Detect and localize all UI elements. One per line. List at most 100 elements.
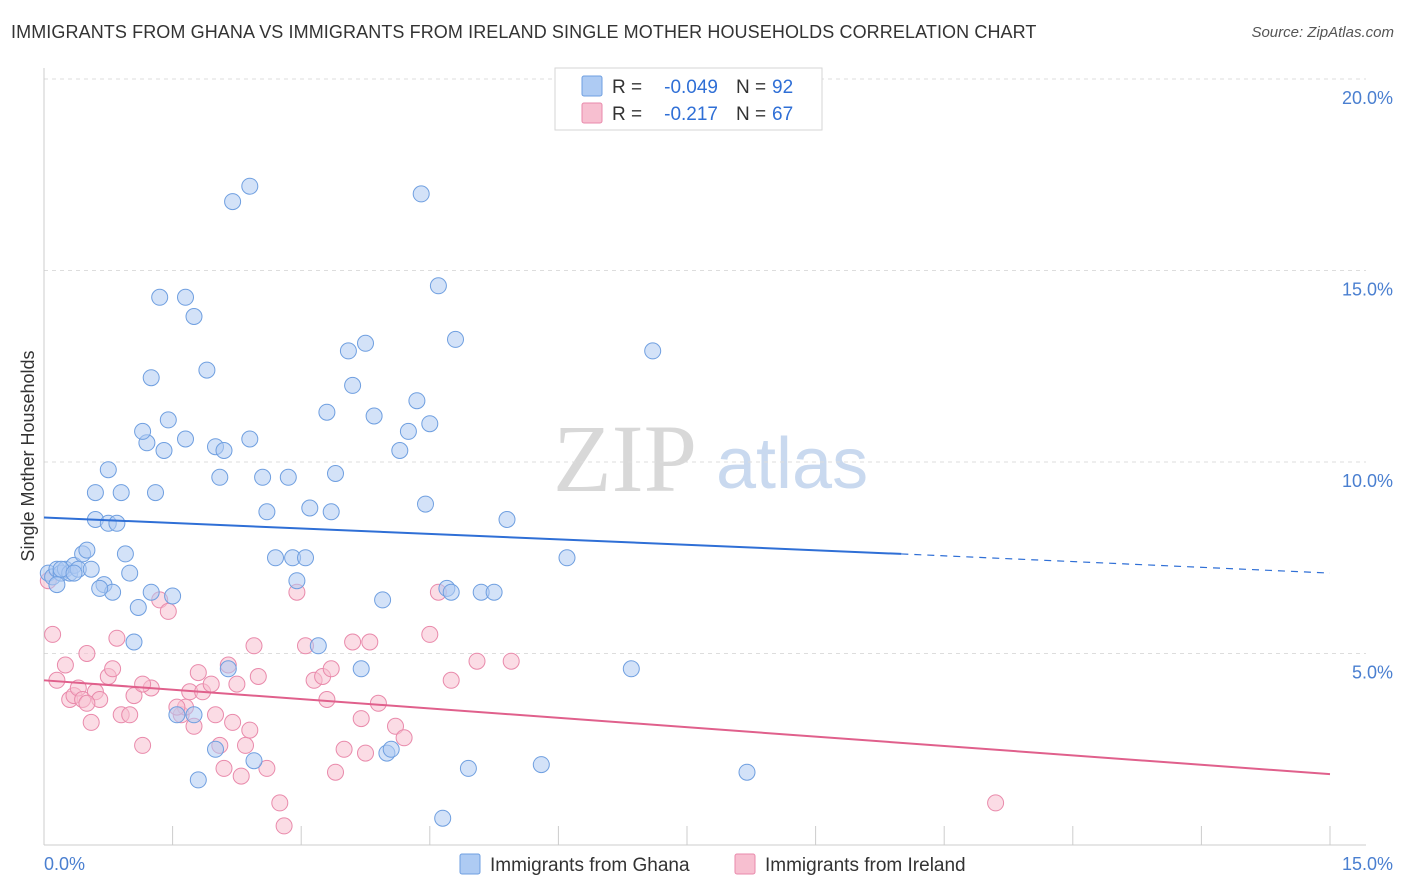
ghana-point-37	[189, 771, 207, 789]
ghana-point-85	[738, 763, 756, 781]
ghana-point-68	[408, 392, 426, 410]
ireland-point-29	[207, 706, 224, 724]
ireland-point-39	[249, 668, 267, 685]
ireland-point-1	[44, 625, 62, 643]
ghana-point-38	[198, 361, 216, 379]
y-tick-labels: 5.0% 10.0% 15.0% 20.0%	[1342, 88, 1393, 683]
watermark-atlas: atlas	[716, 424, 868, 504]
ghana-point-89	[48, 576, 66, 594]
ghana-point-24	[142, 583, 160, 601]
ghana-point-56	[322, 503, 340, 521]
ghana-point-31	[159, 411, 177, 429]
ghana-point-17	[112, 484, 130, 502]
ireland-point-48	[327, 763, 344, 781]
ghana-point-28	[155, 442, 173, 459]
y-tick-label-15: 15.0%	[1342, 280, 1393, 300]
ghana-point-77	[459, 759, 477, 777]
ghana-point-70	[417, 495, 434, 513]
ghana-point-63	[374, 591, 392, 609]
ghana-point-62	[365, 407, 383, 425]
ireland-point-40	[258, 759, 276, 777]
ghana-point-32	[177, 430, 194, 448]
ireland-point-9	[82, 713, 100, 731]
ghana-point-19	[121, 564, 139, 582]
ireland-point-13	[104, 660, 122, 678]
ghana-point-87	[207, 740, 224, 758]
watermark: ZIP atlas	[553, 405, 868, 512]
source-label: Source: ZipAtlas.com	[1251, 24, 1394, 41]
ghana-point-54	[301, 499, 319, 517]
ireland-point-28	[202, 675, 220, 693]
bottom-legend-label-ghana: Immigrants from Ghana	[490, 855, 690, 876]
ghana-point-80	[498, 511, 516, 528]
ireland-point-14	[108, 629, 126, 647]
correlation-legend: R = -0.049 N = 92 R = -0.217 N = 67	[554, 67, 823, 131]
gridlines	[44, 78, 1366, 654]
ghana-point-49	[267, 549, 284, 567]
ireland-trend-line	[43, 679, 1331, 776]
ghana-point-50	[279, 468, 297, 486]
ireland-point-42	[275, 817, 293, 835]
ireland-point-51	[352, 710, 370, 728]
ghana-point-81	[532, 756, 550, 774]
bottom-legend-swatch-ireland	[734, 853, 756, 875]
ireland-point-41	[271, 794, 289, 812]
ghana-point-42	[219, 660, 237, 678]
ghana-point-67	[399, 422, 417, 440]
ghana-point-30	[151, 288, 169, 306]
ghana-point-69	[412, 185, 430, 203]
ghana-point-43	[224, 193, 242, 211]
ghana-point-13	[108, 514, 126, 532]
ireland-point-3	[56, 656, 74, 674]
ireland-point-57	[421, 625, 439, 643]
ireland-point-66	[78, 694, 96, 712]
series-legend: Immigrants from Ghana Immigrants from Ir…	[459, 853, 966, 876]
ghana-point-66	[391, 442, 409, 459]
ireland-point-16	[121, 706, 139, 724]
ghana-point-10	[82, 560, 100, 578]
ireland-point-8	[78, 645, 96, 662]
watermark-zip: ZIP	[553, 405, 697, 512]
y-axis-title: Single Mother Households	[18, 350, 38, 561]
legend-r-label-ghana: R =	[612, 77, 642, 98]
ghana-point-36	[185, 706, 203, 724]
ghana-point-46	[241, 430, 259, 448]
ghana-point-60	[344, 376, 362, 394]
ghana-point-65	[382, 740, 400, 758]
ghana-point-84	[644, 342, 662, 360]
ghana-point-22	[125, 633, 143, 651]
ireland-point-52	[357, 744, 374, 762]
ireland-point-38	[245, 637, 263, 655]
ireland-point-49	[335, 740, 353, 758]
ireland-point-37	[241, 721, 259, 739]
ghana-point-57	[318, 403, 336, 421]
ghana-trend-line	[43, 516, 902, 555]
ghana-point-35	[185, 308, 203, 325]
legend-n-value-ghana: 92	[772, 77, 793, 98]
ireland-point-34	[228, 675, 246, 693]
ghana-point-21	[86, 484, 104, 502]
bottom-legend-label-ireland: Immigrants from Ireland	[765, 855, 966, 876]
ghana-point-72	[429, 277, 447, 295]
ghana-point-88	[142, 369, 160, 387]
ghana-point-26	[134, 422, 152, 440]
ireland-point-26	[189, 664, 207, 682]
bottom-legend-swatch-ghana	[459, 853, 481, 875]
legend-swatch-ghana	[581, 75, 603, 97]
ireland-point-36	[237, 736, 254, 754]
ireland-point-62	[134, 675, 152, 693]
ghana-point-40	[215, 442, 233, 459]
x-axis-ticks	[172, 826, 1331, 845]
ghana-point-59	[339, 342, 357, 360]
ireland-point-60	[468, 652, 486, 670]
ireland-point-53	[361, 633, 379, 651]
ghana-point-79	[485, 583, 503, 601]
ghana-point-86	[352, 660, 370, 678]
ireland-point-50	[344, 633, 362, 651]
ghana-point-41	[211, 468, 229, 486]
ghana-point-53	[297, 549, 314, 567]
ghana-point-16	[91, 579, 109, 597]
ghana-point-75	[442, 583, 460, 601]
ghana-point-23	[129, 599, 147, 616]
